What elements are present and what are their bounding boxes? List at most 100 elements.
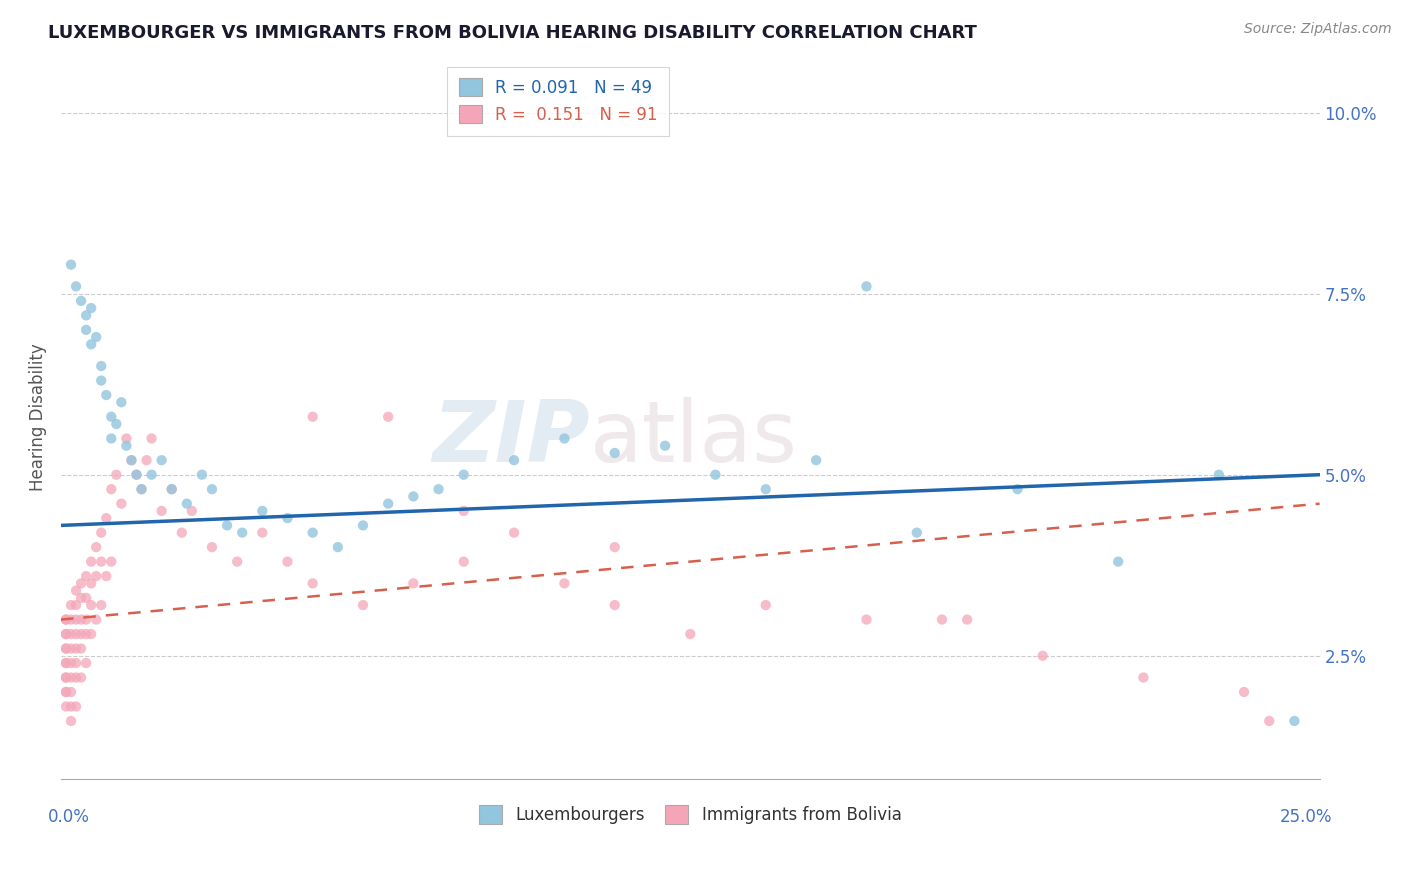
Point xyxy=(100,409,122,424)
Text: Source: ZipAtlas.com: Source: ZipAtlas.com xyxy=(1244,22,1392,37)
Point xyxy=(55,671,77,685)
Point xyxy=(135,453,157,467)
Text: LUXEMBOURGER VS IMMIGRANTS FROM BOLIVIA HEARING DISABILITY CORRELATION CHART: LUXEMBOURGER VS IMMIGRANTS FROM BOLIVIA … xyxy=(48,24,977,42)
Point xyxy=(100,432,122,446)
Point xyxy=(55,699,77,714)
Point xyxy=(90,374,112,388)
Point xyxy=(60,598,83,612)
Point xyxy=(125,467,148,482)
Point xyxy=(120,453,142,467)
Legend: Luxembourgers, Immigrants from Bolivia: Luxembourgers, Immigrants from Bolivia xyxy=(467,794,914,836)
Point xyxy=(1132,671,1154,685)
Point xyxy=(55,641,77,656)
Point xyxy=(75,323,97,337)
Point xyxy=(60,627,83,641)
Point xyxy=(90,598,112,612)
Point xyxy=(55,627,77,641)
Point xyxy=(60,671,83,685)
Point xyxy=(905,525,928,540)
Point xyxy=(170,525,193,540)
Point xyxy=(603,540,626,554)
Point xyxy=(804,453,827,467)
Point xyxy=(70,627,93,641)
Point xyxy=(276,511,298,525)
Point xyxy=(65,583,87,598)
Point xyxy=(115,439,138,453)
Point xyxy=(402,490,425,504)
Point xyxy=(150,453,173,467)
Point xyxy=(120,453,142,467)
Point xyxy=(55,613,77,627)
Text: atlas: atlas xyxy=(589,397,797,480)
Text: ZIP: ZIP xyxy=(432,397,589,480)
Point xyxy=(55,685,77,699)
Point xyxy=(55,656,77,670)
Point xyxy=(553,432,575,446)
Point xyxy=(427,482,450,496)
Point xyxy=(75,656,97,670)
Point xyxy=(105,467,128,482)
Point xyxy=(252,525,274,540)
Point xyxy=(352,598,374,612)
Point xyxy=(55,627,77,641)
Point xyxy=(70,293,93,308)
Point xyxy=(60,258,83,272)
Point xyxy=(453,555,475,569)
Y-axis label: Hearing Disability: Hearing Disability xyxy=(30,343,46,491)
Point xyxy=(100,482,122,496)
Point xyxy=(80,627,103,641)
Point xyxy=(55,641,77,656)
Point xyxy=(70,671,93,685)
Point xyxy=(176,497,198,511)
Point xyxy=(150,504,173,518)
Point xyxy=(80,555,103,569)
Point xyxy=(855,279,877,293)
Point xyxy=(110,395,132,409)
Text: 25.0%: 25.0% xyxy=(1279,808,1331,826)
Point xyxy=(96,569,118,583)
Point xyxy=(603,446,626,460)
Point xyxy=(1284,714,1306,728)
Point xyxy=(55,656,77,670)
Point xyxy=(402,576,425,591)
Point xyxy=(855,613,877,627)
Point xyxy=(654,439,676,453)
Point xyxy=(1007,482,1029,496)
Point xyxy=(377,409,399,424)
Point xyxy=(96,388,118,402)
Point xyxy=(55,613,77,627)
Point xyxy=(276,555,298,569)
Point xyxy=(60,613,83,627)
Point xyxy=(55,685,77,699)
Point xyxy=(90,359,112,373)
Point xyxy=(1258,714,1281,728)
Point xyxy=(60,641,83,656)
Point xyxy=(1233,685,1256,699)
Point xyxy=(65,699,87,714)
Point xyxy=(704,467,727,482)
Point xyxy=(65,598,87,612)
Point xyxy=(96,511,118,525)
Point xyxy=(115,432,138,446)
Point xyxy=(90,555,112,569)
Point xyxy=(755,598,778,612)
Point xyxy=(110,497,132,511)
Point xyxy=(603,598,626,612)
Point xyxy=(75,627,97,641)
Point xyxy=(65,671,87,685)
Point xyxy=(75,613,97,627)
Point xyxy=(503,453,526,467)
Point xyxy=(755,482,778,496)
Point xyxy=(80,337,103,351)
Point xyxy=(131,482,153,496)
Point xyxy=(84,613,107,627)
Point xyxy=(931,613,953,627)
Point xyxy=(100,555,122,569)
Point xyxy=(180,504,202,518)
Point xyxy=(503,525,526,540)
Point xyxy=(252,504,274,518)
Point xyxy=(90,525,112,540)
Point xyxy=(301,525,323,540)
Point xyxy=(1032,648,1054,663)
Point xyxy=(231,525,253,540)
